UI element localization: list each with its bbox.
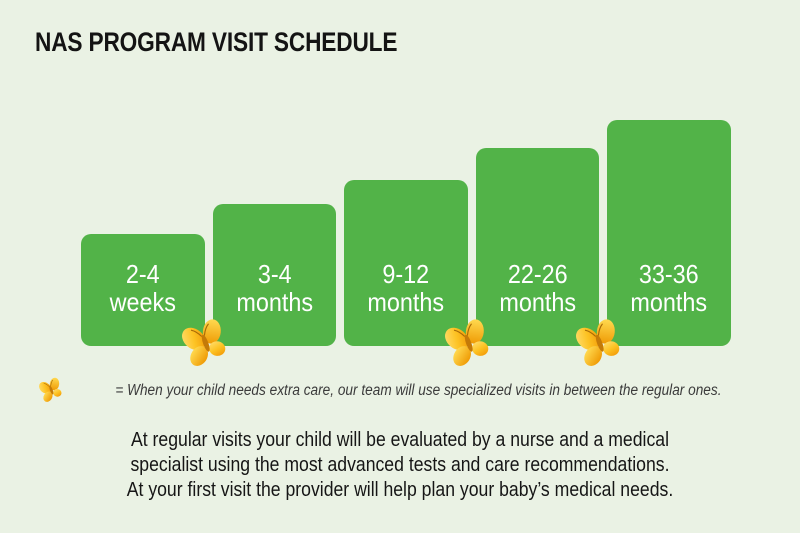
bar-33-36-months: 33-36 months	[607, 120, 731, 346]
paragraph-line: At regular visits your child will be eva…	[130, 428, 669, 451]
bar-chart: 2-4 weeks 3-4 months 9-12 months 22-26 months 33…	[81, 120, 741, 346]
bar-3-4-months: 3-4 months	[212, 204, 336, 346]
bar-label: 33-36 months	[630, 259, 708, 317]
paragraph-line: specialist using the most advanced tests…	[130, 453, 670, 476]
footer-paragraph: At regular visits your child will be eva…	[56, 427, 744, 502]
legend: = When your child needs extra care, our …	[0, 377, 800, 404]
bar-label: 22-26 months	[498, 259, 576, 317]
bar-9-12-months: 9-12 months	[344, 180, 468, 346]
legend-text: = When your child needs extra care, our …	[114, 381, 722, 399]
butterfly-icon	[180, 318, 232, 370]
bar-label: 9-12 months	[367, 259, 445, 317]
bar-label: 2-4 weeks	[109, 259, 176, 317]
butterfly-icon	[38, 377, 65, 404]
bar-22-26-months: 22-26 months	[475, 148, 599, 346]
bar-label: 3-4 months	[235, 259, 313, 317]
butterfly-icon	[574, 318, 626, 370]
page-title: NAS PROGRAM VISIT SCHEDULE	[35, 27, 398, 57]
bar-2-4-weeks: 2-4 weeks	[81, 234, 205, 346]
paragraph-line: At your first visit the provider will he…	[126, 478, 674, 501]
butterfly-icon	[443, 318, 495, 370]
